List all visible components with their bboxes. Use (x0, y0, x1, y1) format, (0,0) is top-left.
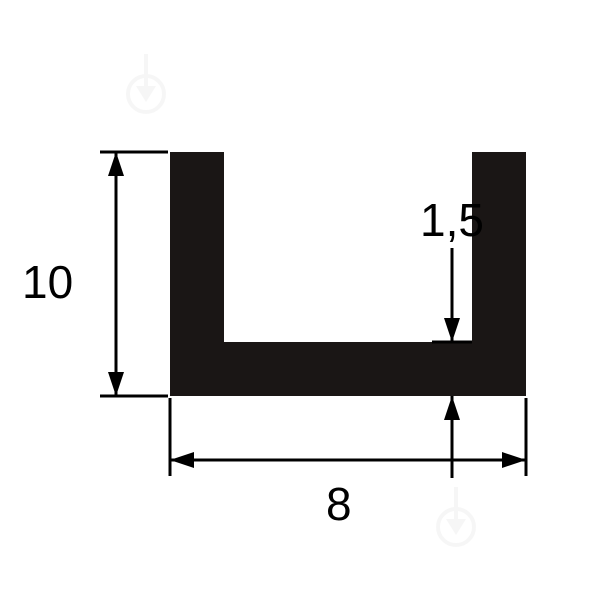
diagram-canvas: 10 8 1,5 (0, 0, 600, 600)
watermark-icon (426, 487, 486, 547)
dim-thickness-label: 1,5 (420, 194, 484, 246)
dim-height-label: 10 (22, 256, 73, 308)
dim-width-label: 8 (326, 478, 352, 530)
watermark-icon (116, 54, 176, 114)
u-channel-shape (170, 152, 526, 396)
dim-height: 10 (22, 152, 168, 396)
u-channel-drawing: 10 8 1,5 (0, 0, 600, 600)
